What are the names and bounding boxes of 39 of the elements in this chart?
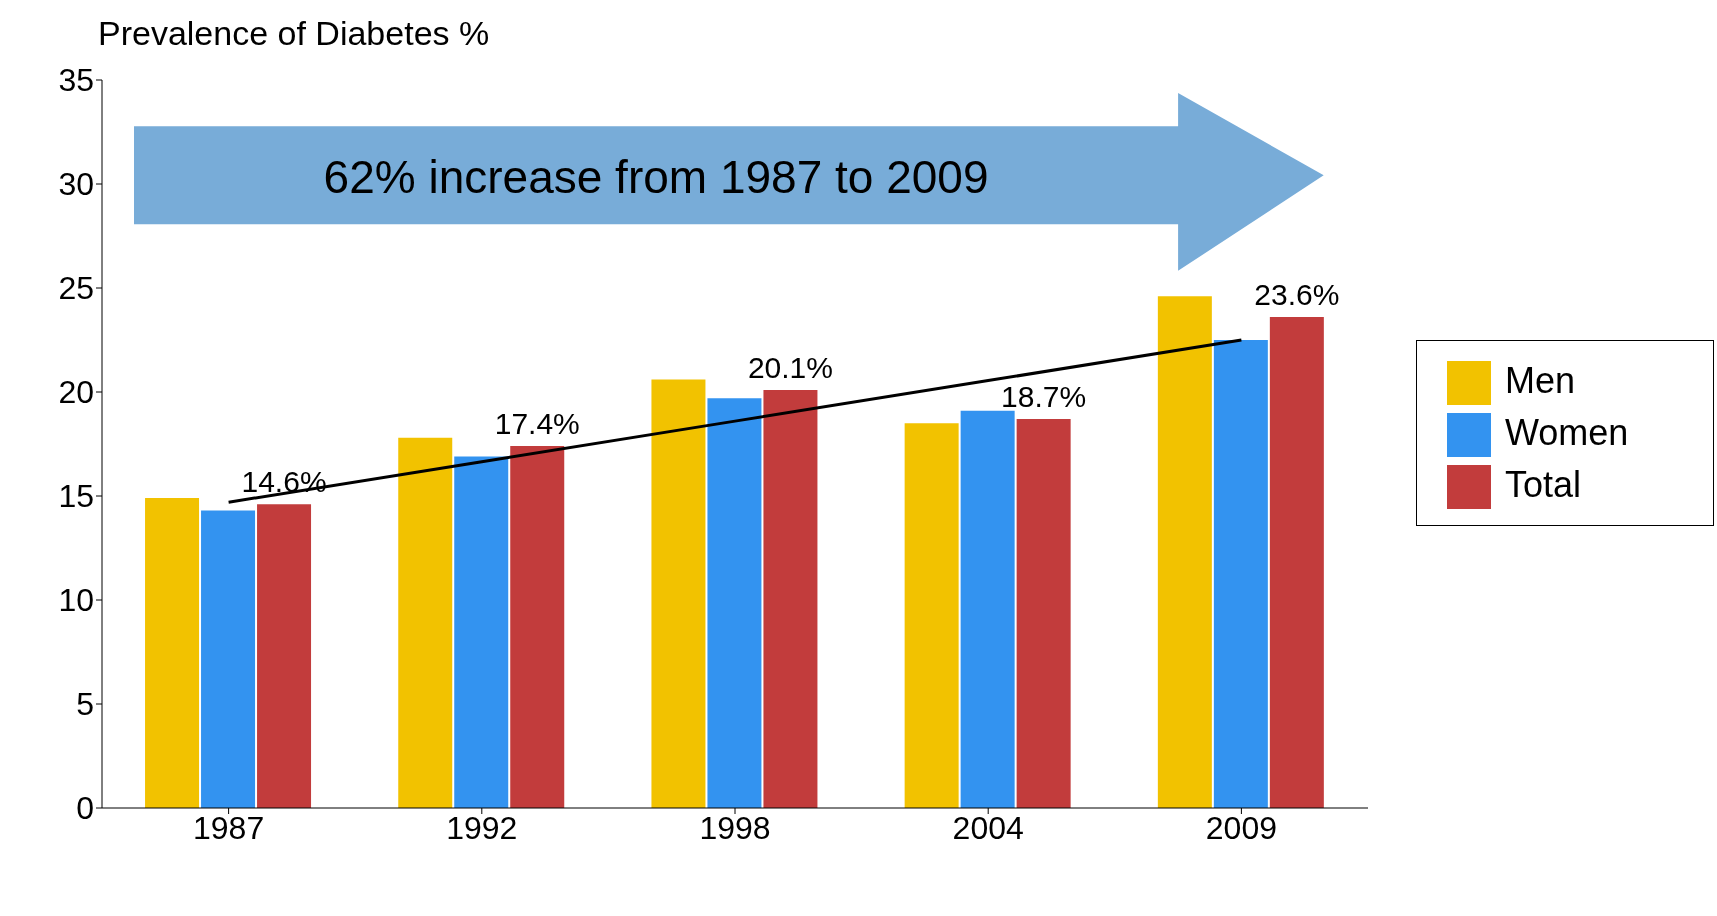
bar bbox=[257, 504, 312, 808]
bar bbox=[904, 423, 959, 808]
bar bbox=[960, 410, 1015, 808]
bar bbox=[201, 510, 256, 808]
y-tick-label: 0 bbox=[76, 790, 94, 827]
legend-label: Women bbox=[1505, 412, 1629, 453]
y-tick-label: 10 bbox=[58, 582, 94, 619]
x-tick-label: 2004 bbox=[952, 809, 1024, 846]
annotation: 62% increase from 1987 to 2009 bbox=[322, 149, 990, 204]
bar bbox=[1269, 317, 1324, 808]
bar bbox=[707, 398, 762, 808]
legend-label: Men bbox=[1505, 360, 1576, 401]
bar bbox=[145, 498, 200, 808]
y-tick-label: 35 bbox=[58, 62, 94, 99]
x-tick-label: 1987 bbox=[193, 809, 265, 846]
y-tick-label: 5 bbox=[76, 686, 94, 723]
bar bbox=[1016, 419, 1071, 808]
y-tick-label: 30 bbox=[58, 166, 94, 203]
bar bbox=[398, 437, 453, 808]
bar bbox=[651, 379, 706, 808]
data-label: 17.4% bbox=[494, 407, 580, 441]
bar bbox=[1157, 296, 1212, 808]
bar bbox=[510, 446, 565, 808]
bar bbox=[763, 389, 818, 808]
x-tick-label: 2009 bbox=[1205, 809, 1277, 846]
y-tick-label: 15 bbox=[58, 478, 94, 515]
bar bbox=[1213, 340, 1268, 808]
x-tick-label: 1992 bbox=[446, 809, 518, 846]
y-tick-label: 20 bbox=[58, 374, 94, 411]
x-tick-label: 1998 bbox=[699, 809, 771, 846]
y-axis-title: Prevalence of Diabetes % bbox=[98, 14, 490, 53]
data-label: 14.6% bbox=[241, 465, 327, 499]
data-label: 20.1% bbox=[747, 350, 833, 384]
y-tick-label: 25 bbox=[58, 270, 94, 307]
data-label: 23.6% bbox=[1254, 278, 1340, 312]
bar bbox=[454, 456, 509, 808]
data-label: 18.7% bbox=[1001, 380, 1087, 414]
line-series bbox=[227, 338, 1243, 504]
legend-label: Total bbox=[1505, 464, 1582, 505]
